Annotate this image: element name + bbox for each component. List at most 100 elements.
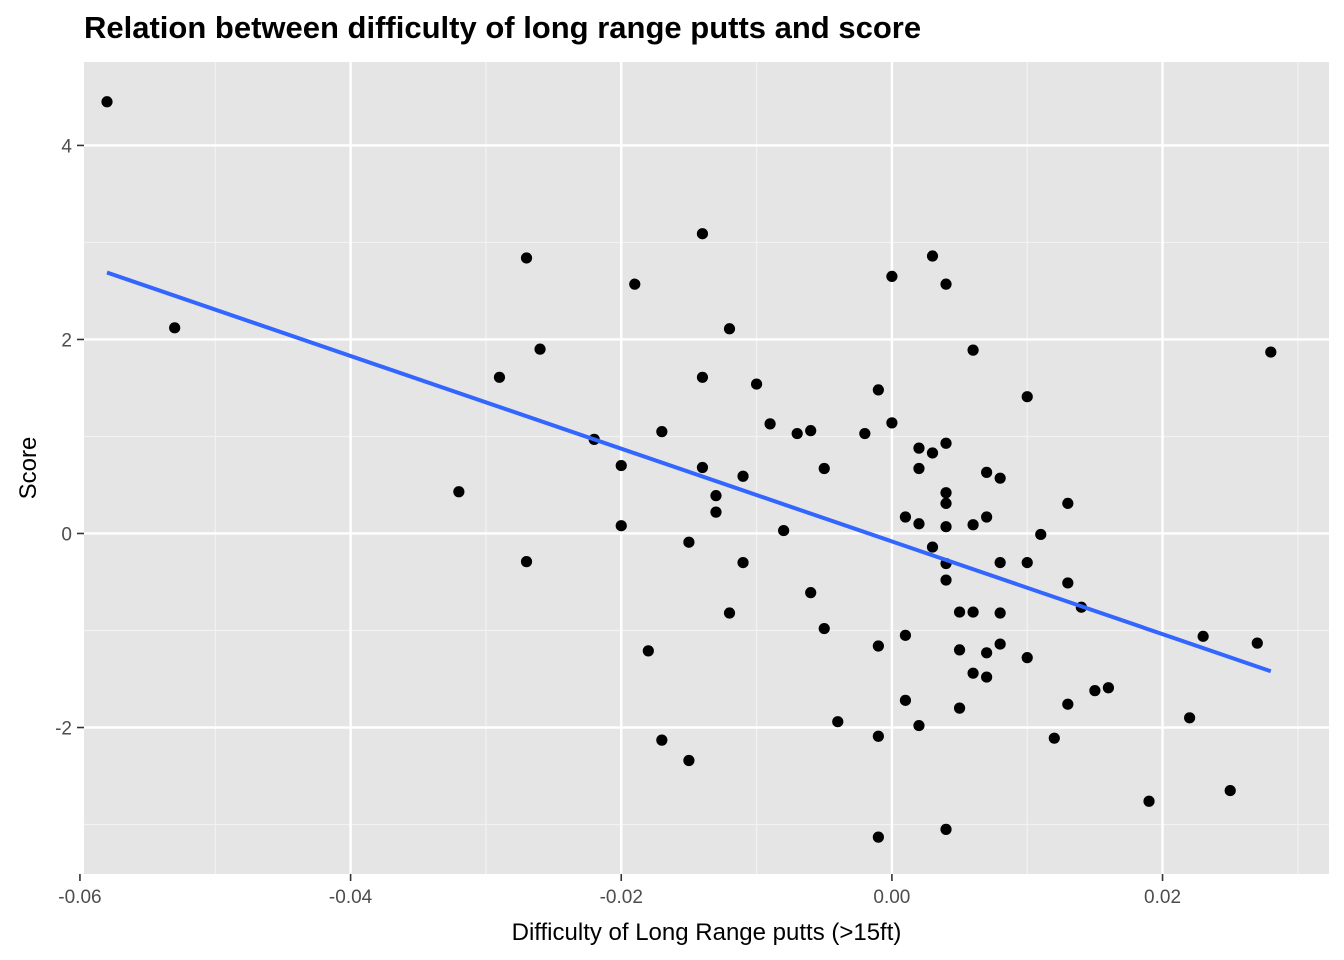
data-point [737,470,749,482]
data-point [967,667,979,679]
data-point [940,487,952,499]
y-axis-title: Score [15,437,42,500]
data-point [886,417,898,429]
data-point [926,541,939,553]
data-point [1197,630,1209,642]
data-point [886,270,898,282]
data-point [615,520,627,532]
y-tick-label: 4 [61,136,72,157]
data-point [953,702,966,714]
data-point [683,536,695,548]
data-point [710,506,722,518]
data-point [981,647,993,659]
data-point [872,384,884,396]
data-point [791,427,803,440]
data-point [1021,652,1033,664]
data-point [1184,712,1196,724]
data-point [1048,732,1060,744]
data-point [994,638,1006,650]
data-point [913,462,925,475]
data-point [656,426,668,438]
data-point [750,378,763,390]
data-point [1062,698,1074,710]
data-point [953,606,966,618]
data-point [696,228,709,240]
data-point [534,343,546,355]
data-point [940,823,952,835]
data-point [101,96,113,108]
data-point [994,556,1006,569]
data-point [1143,795,1155,807]
data-point [805,425,817,437]
data-point [832,716,844,728]
data-point [913,442,925,454]
data-point [615,459,627,472]
data-point [805,587,817,599]
data-point [723,323,736,335]
data-point [169,322,181,334]
x-tick-label: 0.02 [1144,887,1181,908]
data-points [101,96,1277,843]
data-point [899,694,912,706]
x-axis-title: Difficulty of Long Range putts (>15ft) [512,919,902,946]
trend-line [106,270,1272,674]
data-point [710,490,722,502]
data-point [1021,556,1033,569]
data-point [899,511,912,523]
data-point [967,519,979,531]
x-tick-label: -0.06 [58,887,101,908]
data-point [872,831,884,843]
data-point [453,486,465,498]
data-point [981,511,993,523]
data-point [967,606,979,618]
data-point [1062,497,1074,510]
data-point [696,461,709,474]
minor-gridlines [84,62,1329,874]
data-point [940,574,952,586]
x-tick-label: -0.02 [600,887,643,908]
data-point [1265,346,1277,358]
data-point [940,497,952,510]
data-point [940,437,952,449]
data-point [953,644,966,656]
data-point [1062,577,1074,589]
data-point [994,472,1006,484]
x-tick-label: 0.00 [873,887,910,908]
data-point [642,645,654,657]
data-point [940,278,952,290]
data-point [818,622,830,635]
data-point [926,250,939,262]
data-point [981,466,993,478]
data-point [818,462,830,475]
chart-title: Relation between difficulty of long rang… [84,10,922,45]
data-point [981,671,993,683]
data-point [778,524,790,537]
data-point [940,521,952,533]
data-point [520,252,533,264]
data-point [764,418,776,430]
data-point [1035,528,1047,541]
data-point [683,754,695,767]
data-point [913,518,925,530]
data-point [493,371,506,383]
data-point [1021,391,1033,403]
data-point [1251,637,1263,649]
data-point [629,278,641,290]
data-point [967,344,979,356]
data-point [872,640,884,652]
y-axis: -2 0 2 4 [55,136,84,740]
data-point [696,371,709,383]
x-axis: -0.06 -0.04 -0.02 0.00 0.02 [58,874,1181,908]
data-point [872,730,884,742]
data-point [913,719,925,732]
data-point [723,607,736,619]
data-point [520,556,533,568]
y-tick-label: 2 [61,330,72,351]
data-point [737,556,749,569]
y-tick-label: 0 [61,524,72,545]
y-tick-label: -2 [55,719,72,740]
data-point [859,427,871,440]
data-point [1224,784,1236,797]
data-point [1089,685,1101,697]
